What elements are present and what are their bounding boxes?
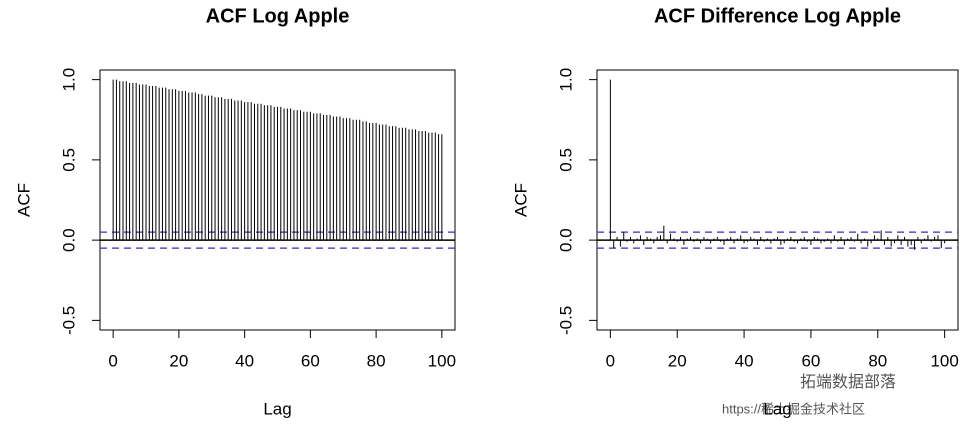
y-tick-label: 1.0	[556, 68, 575, 92]
chart-title: ACF Difference Log Apple	[654, 5, 901, 27]
watermark: https://稀土掘金技术社区	[722, 401, 865, 416]
y-axis-label: ACF	[14, 183, 33, 217]
y-tick-label: -0.5	[59, 306, 78, 335]
x-axis-label: Lag	[263, 399, 291, 418]
y-axis-label: ACF	[511, 183, 530, 217]
x-tick-label: 40	[735, 351, 754, 370]
x-tick-label: 80	[868, 351, 887, 370]
x-tick-label: 20	[668, 351, 687, 370]
plot-frame	[99, 69, 456, 331]
y-tick-label: -0.5	[556, 306, 575, 335]
x-tick-label: 0	[606, 351, 615, 370]
y-tick-label: 0.0	[59, 228, 78, 252]
x-tick-label: 20	[169, 351, 188, 370]
y-tick-label: 0.0	[556, 228, 575, 252]
x-tick-label: 0	[108, 351, 117, 370]
y-tick-label: 1.0	[59, 68, 78, 92]
y-tick-label: 0.5	[59, 148, 78, 172]
y-tick-label: 0.5	[556, 148, 575, 172]
x-tick-label: 40	[235, 351, 254, 370]
x-tick-label: 100	[930, 351, 958, 370]
plot-frame	[596, 69, 959, 331]
x-tick-label: 60	[801, 351, 820, 370]
x-axis-label: Lag	[763, 399, 791, 418]
x-tick-label: 80	[367, 351, 386, 370]
x-tick-label: 60	[301, 351, 320, 370]
chart-title: ACF Log Apple	[206, 5, 350, 27]
x-tick-label: 100	[428, 351, 456, 370]
watermark: 拓端数据部落	[800, 373, 896, 391]
